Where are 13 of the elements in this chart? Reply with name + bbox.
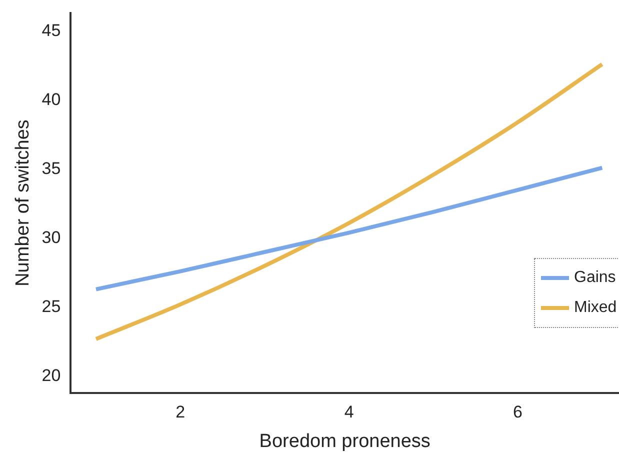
y-tick-label: 30 <box>42 228 61 247</box>
legend-label: Gains <box>574 269 616 287</box>
x-tick-label: 6 <box>513 402 523 422</box>
y-tick-label: 35 <box>42 158 61 178</box>
x-axis-title: Boredom proneness <box>259 430 430 452</box>
y-axis-title: Number of switches <box>12 120 34 286</box>
y-tick-label: 20 <box>42 366 61 385</box>
y-tick-label: 25 <box>42 296 61 316</box>
x-tick-label: 2 <box>176 402 186 422</box>
x-tick-label: 4 <box>344 402 354 422</box>
legend-label: Mixed <box>574 299 617 317</box>
y-tick-label: 45 <box>42 20 61 40</box>
y-tick-label: 40 <box>42 90 61 109</box>
